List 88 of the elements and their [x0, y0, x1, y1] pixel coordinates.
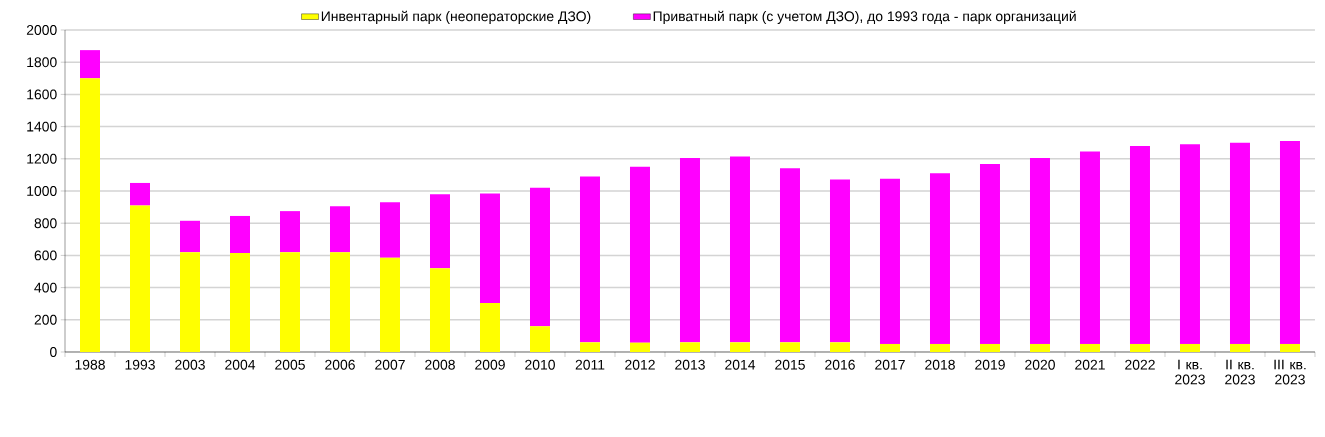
bar: [579, 342, 600, 352]
bar: [330, 252, 350, 352]
bar: [430, 268, 450, 352]
bar: [130, 182, 150, 206]
bar: [629, 342, 650, 352]
y-tick-label: 400: [34, 282, 57, 293]
legend-label: Приватный парк (с учетом ДЗО), до 1993 года - парк организаций: [653, 10, 1076, 24]
bar: [1179, 144, 1200, 344]
x-tick-label: 2015: [775, 359, 805, 370]
bar: [729, 342, 750, 352]
y-tick-label: 0: [50, 347, 57, 357]
bar: [380, 257, 400, 352]
x-tick-label: 2005: [275, 359, 305, 370]
bar: [829, 179, 850, 343]
bar: [1029, 157, 1050, 344]
x-tick-label: I кв. 2023: [1175, 359, 1205, 385]
bar: [480, 193, 500, 303]
bar: [80, 50, 100, 79]
y-tick-label: 200: [34, 314, 57, 325]
x-tick-label: 2009: [475, 359, 505, 370]
bar: [779, 168, 800, 343]
bar: [530, 187, 550, 327]
x-tick-label: 2019: [975, 359, 1005, 370]
x-tick-label: 2010: [525, 359, 555, 370]
x-tick-label: 2004: [225, 359, 256, 370]
bar: [979, 163, 1000, 344]
bar: [380, 202, 400, 258]
bar: [779, 342, 800, 352]
x-tick-label: 2013: [675, 359, 705, 370]
bar: [829, 342, 850, 352]
bar: [80, 78, 100, 352]
bar: [280, 211, 300, 253]
bar: [729, 156, 750, 343]
y-tick-label: 1000: [27, 186, 57, 196]
bar: [679, 342, 700, 352]
x-tick-label: 2018: [925, 359, 955, 370]
y-tick-label: 2000: [26, 25, 57, 35]
x-tick-label: 2011: [575, 359, 605, 370]
x-tick-label: 2017: [875, 359, 905, 370]
bar: [1129, 343, 1150, 352]
bar: [1279, 343, 1300, 352]
bar: [579, 176, 600, 343]
bar: [879, 178, 900, 344]
bar: [1079, 151, 1100, 344]
bar: [230, 252, 250, 352]
bar: [530, 326, 550, 352]
bar: [1079, 343, 1100, 352]
bar: [330, 206, 350, 253]
x-tick-label: II кв. 2023: [1225, 359, 1255, 385]
bar: [180, 252, 200, 352]
x-tick-label: 2007: [375, 359, 405, 370]
bar: [629, 166, 650, 343]
bar: [879, 343, 900, 352]
x-tick-label: 2014: [725, 359, 756, 370]
bar: [480, 302, 500, 352]
bar: [280, 252, 300, 352]
bar: [230, 215, 250, 253]
x-tick-label: 2012: [625, 359, 655, 370]
legend-label: Инвентарный парк (неоператорские ДЗО): [321, 10, 591, 24]
bar: [430, 194, 450, 269]
bar: [979, 343, 1000, 352]
y-tick-label: 1400: [27, 121, 57, 132]
bar: [130, 205, 150, 352]
bar: [1129, 146, 1150, 344]
y-tick-label: 600: [34, 250, 57, 261]
bar: [1229, 343, 1250, 352]
x-tick-label: 2008: [425, 359, 455, 370]
y-tick-label: 1800: [27, 57, 57, 68]
bar: [1229, 142, 1250, 344]
y-tick-label: 800: [34, 218, 57, 229]
x-tick-label: III кв. 2023: [1274, 359, 1306, 385]
x-tick-label: 2003: [175, 359, 205, 370]
y-tick-label: 1600: [27, 89, 57, 100]
y-tick-label: 1200: [27, 153, 57, 164]
x-tick-label: 1988: [75, 359, 105, 370]
bar: [1179, 343, 1200, 352]
x-tick-label: 2020: [1025, 359, 1055, 370]
bar: [929, 173, 950, 344]
x-tick-label: 1993: [125, 359, 155, 370]
x-tick-label: 2022: [1125, 359, 1155, 370]
x-tick-label: 2021: [1075, 359, 1105, 370]
bar: [180, 220, 200, 253]
bar: [929, 343, 950, 352]
bar: [1029, 343, 1050, 352]
x-tick-label: 2016: [825, 359, 855, 370]
bar: [1279, 141, 1300, 344]
x-tick-label: 2006: [325, 359, 355, 370]
bar: [679, 157, 700, 343]
